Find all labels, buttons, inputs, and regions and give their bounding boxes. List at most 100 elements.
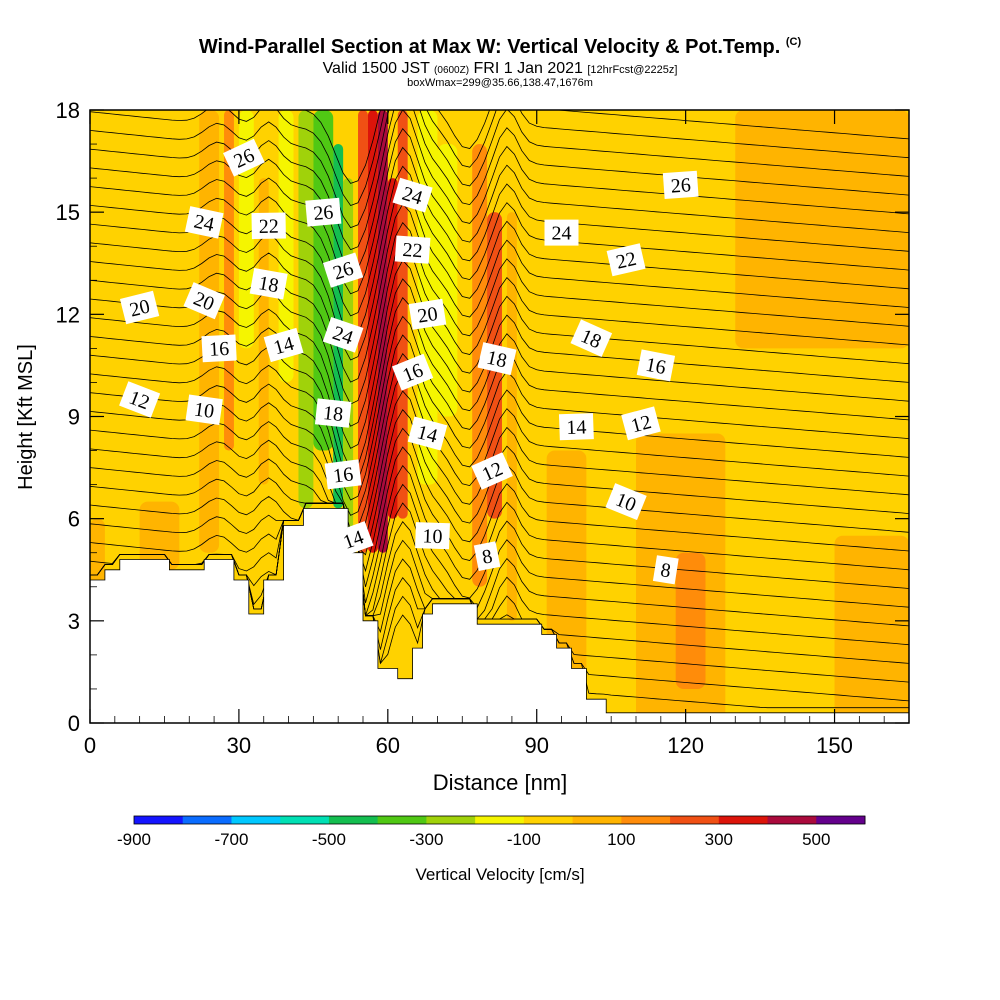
downdraft-band-b bbox=[313, 110, 334, 451]
updraft-low-east bbox=[834, 535, 909, 723]
theta-contour bbox=[90, 502, 909, 617]
x-tick-label: 60 bbox=[376, 733, 400, 758]
colorbar-swatch bbox=[816, 816, 866, 824]
contour-label: 10 bbox=[605, 483, 647, 521]
contour-label: 14 bbox=[332, 521, 374, 558]
contour-label-box bbox=[119, 290, 160, 325]
contour-label-box bbox=[407, 416, 448, 451]
colorbar-tick-label: -900 bbox=[117, 830, 151, 849]
contour-label-box bbox=[314, 398, 352, 428]
contour-label-box bbox=[392, 177, 433, 213]
colorbar-tick-label: 500 bbox=[802, 830, 830, 849]
updraft-east-edge bbox=[506, 212, 517, 621]
theta-contour bbox=[90, 278, 909, 470]
y-tick-label: 18 bbox=[56, 98, 80, 123]
x-tick-label: 30 bbox=[227, 733, 251, 758]
contour-label-box bbox=[263, 327, 304, 363]
contour-label-box bbox=[408, 298, 447, 330]
contour-label-box bbox=[249, 267, 288, 300]
downdraft-edge-a bbox=[278, 110, 294, 383]
contour-label: 8 bbox=[652, 555, 679, 585]
contour-label-box bbox=[391, 353, 434, 391]
contour-label-text: 16 bbox=[209, 338, 230, 361]
y-tick-label: 6 bbox=[68, 507, 80, 532]
contour-label: 22 bbox=[394, 235, 431, 264]
x-tick-label: 120 bbox=[667, 733, 704, 758]
colorbar-frame bbox=[133, 815, 866, 825]
boxwmax-text: boxWmax=299@35.66,138.47,1676m bbox=[407, 77, 593, 89]
valid-time: Valid 1500 JST bbox=[322, 60, 430, 77]
contour-label-text: 14 bbox=[566, 416, 587, 439]
updraft-upper-east bbox=[735, 110, 909, 349]
contour-label-box bbox=[636, 349, 676, 382]
y-tick-label: 15 bbox=[56, 200, 80, 225]
contour-label-box bbox=[558, 413, 594, 441]
contour-label-box bbox=[322, 252, 364, 288]
contour-label: 18 bbox=[477, 342, 517, 376]
contour-label: 10 bbox=[415, 522, 450, 550]
colorbar-swatch bbox=[426, 816, 476, 824]
theta-contour bbox=[90, 259, 909, 449]
x-axis-label: Distance [nm] bbox=[433, 770, 568, 795]
contour-label-box bbox=[471, 452, 513, 490]
contour-label: 14 bbox=[263, 327, 304, 363]
theta-contour bbox=[90, 110, 909, 273]
x-tick-label: 0 bbox=[84, 733, 96, 758]
y-axis-label: Height [Kft MSL] bbox=[15, 344, 37, 490]
theta-contour bbox=[90, 184, 909, 361]
contour-label-box bbox=[332, 521, 374, 558]
y-tick-label: 3 bbox=[68, 609, 80, 634]
contour-label: 22 bbox=[606, 243, 646, 277]
contour-label: 16 bbox=[324, 459, 362, 490]
theta-contour bbox=[90, 110, 909, 251]
updraft-core-west bbox=[224, 110, 234, 451]
valid-time-line: Valid 1500 JST (0600Z) FRI 1 Jan 2021 [1… bbox=[0, 60, 1000, 78]
contour-label-box bbox=[201, 334, 237, 363]
contour-label-box bbox=[324, 459, 362, 490]
contour-label-box bbox=[305, 197, 342, 227]
colorbar-swatch bbox=[475, 816, 525, 824]
contour-label: 8 bbox=[473, 541, 501, 571]
contour-label: 14 bbox=[558, 413, 594, 441]
contour-label-text: 22 bbox=[402, 239, 423, 262]
y-tick-label: 12 bbox=[56, 302, 80, 327]
contour-label-box bbox=[544, 219, 579, 246]
colorbar-swatch bbox=[670, 816, 720, 824]
contour-label: 16 bbox=[201, 334, 237, 363]
contour-label-box bbox=[183, 282, 225, 320]
contour-label-text: 16 bbox=[332, 463, 355, 487]
contour-label-box bbox=[473, 541, 501, 571]
colorbar-swatch bbox=[328, 816, 379, 824]
theta-contour bbox=[90, 334, 909, 516]
contour-label-text: 22 bbox=[259, 216, 279, 238]
contour-label: 24 bbox=[544, 219, 579, 246]
updraft-edge-c bbox=[397, 110, 408, 519]
updraft-low-core bbox=[675, 552, 706, 689]
contour-label-text: 24 bbox=[552, 223, 572, 245]
theta-contour bbox=[90, 110, 909, 206]
theta-contour bbox=[90, 146, 909, 317]
contour-label-box bbox=[606, 243, 646, 277]
contour-label-text: 10 bbox=[193, 398, 216, 423]
colorbar-swatch bbox=[134, 816, 184, 824]
contour-label: 24 bbox=[322, 316, 364, 353]
colorbar-tick-label: -300 bbox=[409, 830, 443, 849]
updraft-low-a bbox=[139, 501, 180, 570]
terrain-layer bbox=[90, 508, 909, 723]
valid-utc: (0600Z) bbox=[434, 65, 470, 76]
contour-label: 24 bbox=[392, 177, 433, 213]
contour-label-box bbox=[605, 483, 647, 521]
chart-title: Wind-Parallel Section at Max W: Vertical… bbox=[0, 36, 1000, 59]
contour-label-box bbox=[119, 381, 161, 418]
contour-label-box bbox=[570, 319, 613, 357]
forecast-info: [12hrFcst@2225z] bbox=[587, 64, 678, 76]
y-tick-label: 0 bbox=[68, 711, 80, 736]
x-tick-label: 90 bbox=[524, 733, 548, 758]
contour-label-text: 20 bbox=[416, 303, 439, 328]
contour-label-text: 18 bbox=[257, 272, 281, 297]
contour-label: 12 bbox=[119, 381, 161, 418]
contour-label-box bbox=[322, 316, 364, 353]
colorbar-swatch bbox=[718, 816, 769, 824]
